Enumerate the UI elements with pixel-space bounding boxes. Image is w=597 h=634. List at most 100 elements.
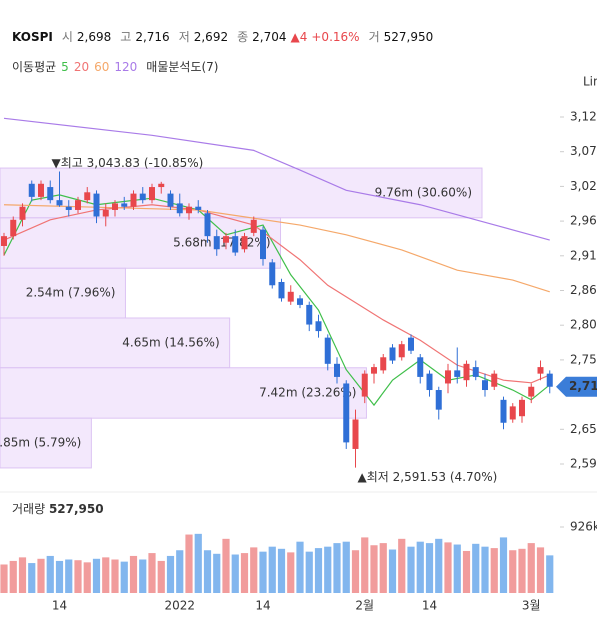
volume-bar [240,553,249,593]
profile-band [0,367,367,419]
candle-body [241,236,248,250]
volume-bar [509,550,517,593]
candle-body [463,363,470,381]
candle-body [1,236,7,246]
profile-label: 2.54m (7.96%) [26,286,116,300]
volume-bar [157,560,165,593]
volume-bar [74,560,82,593]
volume-bar [416,541,424,593]
labels: 14 2022 14 2월 14 3월 3,127 3,074 3,021 2,968 2,915 2… [52,110,597,613]
y-tick-label: 2,597 [570,457,597,471]
legend-entry: 120 [114,60,137,74]
volume-bar [28,563,36,593]
volume-bar [120,561,128,593]
ma-line [3,117,550,241]
candle-body [343,383,350,443]
candle-body [500,399,507,423]
candle-body [297,298,303,305]
volume-bar [546,555,554,593]
volume-bar [250,547,258,593]
volume-bar [370,545,378,593]
volume-bar [342,541,350,593]
volume-bar [111,559,119,593]
volume-bar [65,559,73,593]
volume-bar [453,544,461,593]
candle-body [278,281,285,299]
volume-bar [46,555,54,593]
volume-bar [462,550,471,593]
volume-bar [398,538,406,593]
legend-entry: 60 [94,60,109,74]
candle-body [546,373,553,387]
x-tick-label: 14 [255,599,270,613]
candle-body [324,337,331,364]
candle-body [334,363,340,377]
x-tick-label: 14 [52,599,67,613]
volume-bar [444,542,452,593]
candle-body [10,219,17,237]
change: ▲4 [291,30,308,44]
x-tick-label: 3월 [522,599,541,613]
header-label: 저 [179,30,190,44]
volume-bar [435,538,443,593]
volume-bar [148,553,156,593]
y-tick-label: 2,915 [570,248,597,262]
volume-bar [388,549,397,593]
volume-bar [18,557,27,593]
volume-bar [222,538,230,593]
volume-bar [333,543,341,593]
candle-body [149,187,155,201]
volume-bar [83,562,91,593]
candle-body [121,203,128,207]
header-label: 거 [369,30,380,44]
header-label: 고 [120,30,131,44]
volume-bar [481,546,489,593]
candle-body [509,406,516,420]
candle-body [56,200,63,206]
candle-body [306,304,313,325]
volume-bar [351,550,360,593]
change-pct: +0.16% [311,30,359,44]
candle-body [269,262,276,286]
volume-tick-label: 926k [570,520,597,534]
volume-bar [129,555,138,593]
legend-entry: 20 [74,60,89,74]
volume-bar [425,543,434,593]
volume-bar [139,559,147,593]
x-tick-label: 2월 [355,599,374,613]
header-label: 시 [62,30,73,44]
candle-body [38,183,44,197]
y-tick-label: 3,127 [570,110,597,124]
candle-body [537,367,544,374]
volume-bar [176,550,184,593]
volume-bar [185,534,193,593]
volume-bar [268,546,276,593]
profile-label: 7.42m (23.26%) [259,385,356,399]
volume-bar [536,547,545,593]
volume-bar [9,560,17,593]
candle-body [213,236,220,250]
profile-band [0,317,231,369]
candle-body [398,344,405,358]
candle-body [417,357,424,377]
volume-bar [231,554,239,593]
header-value: 2,704 [252,30,286,44]
candle-body [232,236,239,253]
volume-bar [527,543,535,593]
candle-body [389,347,396,361]
candle-body [84,192,91,201]
legend-entry: 5 [61,60,69,74]
candle-body [47,187,54,201]
legend: 이동평균 5 20 60 120 매물분석도(7) [12,60,218,74]
volume-bar [213,553,221,593]
candle-body [176,203,183,214]
candle-body [528,386,535,397]
profile-label: 5.68m (17.82%) [173,236,270,250]
y-tick-label: 2,809 [570,318,597,332]
candle-body [93,193,100,217]
candle-body [482,380,488,391]
candle-body [260,229,266,260]
candle-body [426,373,433,391]
volume-bar [379,543,387,593]
